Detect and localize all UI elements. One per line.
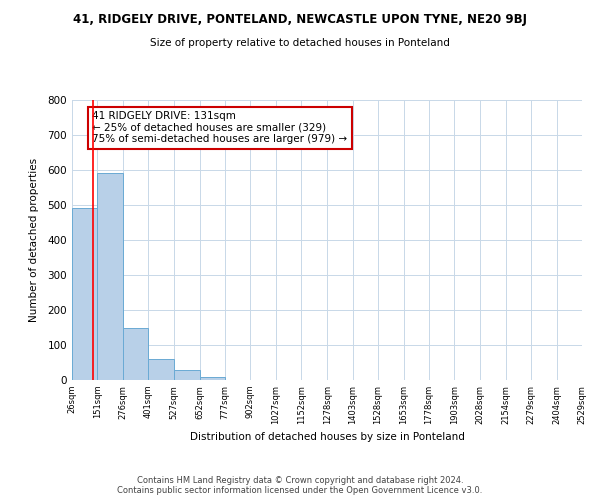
- Bar: [200, 377, 225, 380]
- Bar: [148, 359, 174, 380]
- Text: 41, RIDGELY DRIVE, PONTELAND, NEWCASTLE UPON TYNE, NE20 9BJ: 41, RIDGELY DRIVE, PONTELAND, NEWCASTLE …: [73, 12, 527, 26]
- Bar: [174, 370, 200, 380]
- Text: Size of property relative to detached houses in Ponteland: Size of property relative to detached ho…: [150, 38, 450, 48]
- Text: Contains HM Land Registry data © Crown copyright and database right 2024.
Contai: Contains HM Land Registry data © Crown c…: [118, 476, 482, 495]
- X-axis label: Distribution of detached houses by size in Ponteland: Distribution of detached houses by size …: [190, 432, 464, 442]
- Text: 41 RIDGELY DRIVE: 131sqm
← 25% of detached houses are smaller (329)
75% of semi-: 41 RIDGELY DRIVE: 131sqm ← 25% of detach…: [92, 111, 347, 144]
- Bar: [97, 174, 123, 380]
- Y-axis label: Number of detached properties: Number of detached properties: [29, 158, 39, 322]
- Bar: [72, 208, 97, 380]
- Bar: [123, 328, 148, 380]
